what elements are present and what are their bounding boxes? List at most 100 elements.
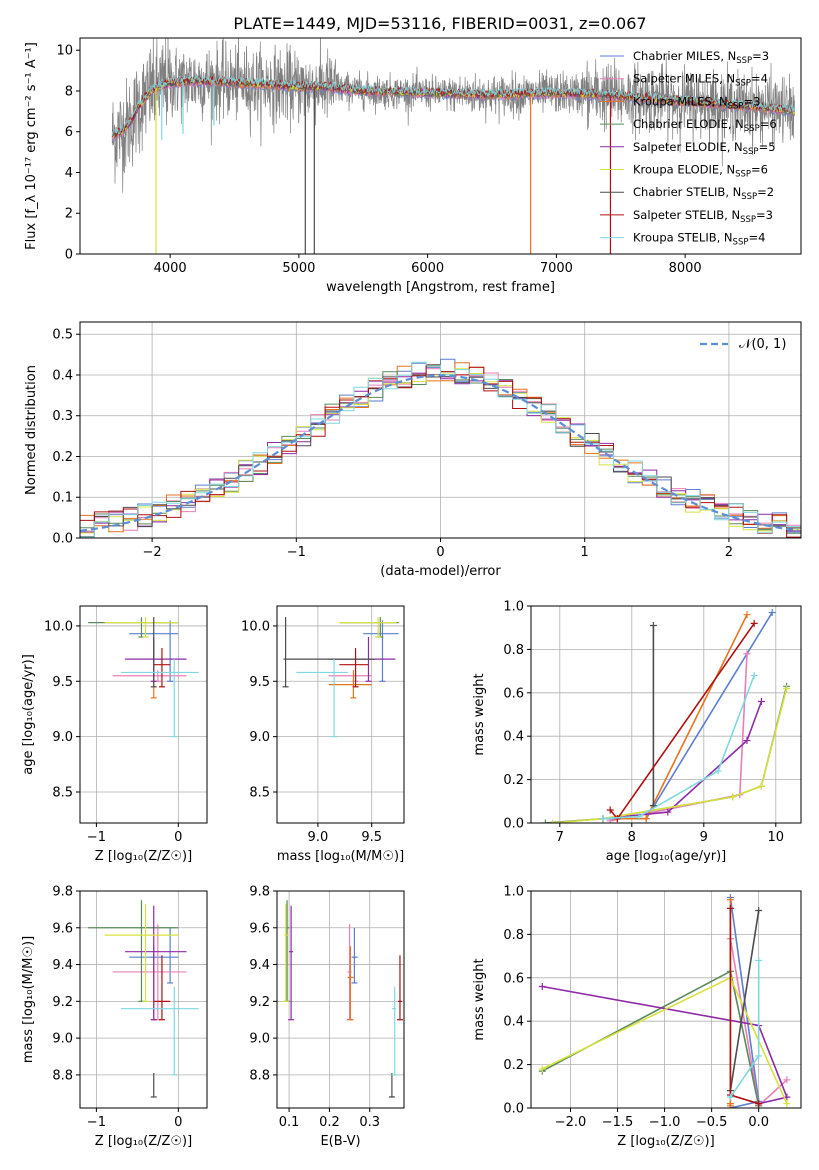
y-tick-label: 2 xyxy=(65,207,73,222)
weight-marker-kroupa_stelib xyxy=(750,671,758,679)
weight-line-salpeter_miles xyxy=(610,653,748,822)
axes-frame xyxy=(276,605,405,824)
y-tick-label: 9.4 xyxy=(249,958,270,973)
x-tick-label: −1 xyxy=(87,830,106,845)
y-tick-label: 0.0 xyxy=(503,1102,524,1117)
y-tick-label: 9.5 xyxy=(249,675,270,690)
legend-label: Chabrier MILES, N xyxy=(633,49,736,63)
y-axis-label: mass weight xyxy=(472,673,487,755)
model-spectrum-kroupa_stelib xyxy=(111,74,795,136)
y-tick-label: 0.4 xyxy=(503,1015,524,1030)
legend-label: Chabrier ELODIE, N xyxy=(633,117,744,131)
legend-suffix: =3 xyxy=(752,49,769,63)
age_weight-plot-area xyxy=(541,609,791,823)
x-axis-label: Z [log₁₀(Z/Z☉)] xyxy=(95,849,192,864)
x-tick-label: 8000 xyxy=(669,261,702,276)
x-tick-label: 7000 xyxy=(540,261,573,276)
y-tick-label: 9.2 xyxy=(249,995,270,1010)
x-tick-label: −1.5 xyxy=(602,1115,634,1130)
legend-suffix: =3 xyxy=(756,208,773,222)
x-tick-label: 10 xyxy=(768,830,785,845)
weight-marker-kroupa_elodie xyxy=(783,684,791,692)
axes-frame xyxy=(79,605,208,824)
y-tick-label: 9.0 xyxy=(249,1032,270,1047)
x-tick-label: 9.5 xyxy=(361,830,382,845)
y-tick-label: 9.0 xyxy=(52,1032,73,1047)
x-tick-label: −2.0 xyxy=(555,1115,587,1130)
legend-label: Kroupa ELODIE, N xyxy=(633,163,735,177)
legend-entry: Salpeter MILES, NSSP=4 xyxy=(633,72,768,89)
weight-marker-kroupa_elodie xyxy=(757,782,765,790)
x-tick-label: −2 xyxy=(143,545,162,560)
y-tick-label: 0.1 xyxy=(52,491,73,506)
legend-sub: SSP xyxy=(744,124,760,134)
legend-suffix: =6 xyxy=(751,163,768,177)
weight-marker-chabrier_elodie xyxy=(541,819,549,823)
y-tick-label: 1.0 xyxy=(503,600,524,615)
z_age-panel: −1 0 8.5 9.0 9.5 10.0 Z [log₁₀(Z/Z☉)] age [log₁… xyxy=(21,605,208,864)
x-axis-label: E(B-V) xyxy=(320,1134,360,1149)
legend-suffix: =2 xyxy=(757,185,774,199)
legend-entry: Chabrier STELIB, NSSP=2 xyxy=(633,185,774,202)
residual-histogram-kroupa_stelib xyxy=(80,361,801,538)
x-tick-label: 0.0 xyxy=(748,1115,769,1130)
weight-line-chabrier_elodie xyxy=(541,970,760,1106)
legend-sub: SSP xyxy=(735,79,751,89)
weight-marker-kroupa_stelib xyxy=(755,956,763,964)
y-tick-label: 6 xyxy=(65,125,73,140)
legend-entry: Kroupa STELIB, NSSP=4 xyxy=(633,231,765,248)
weight-marker-chabrier_miles xyxy=(768,609,776,617)
x-tick-label: 0.2 xyxy=(319,1115,340,1130)
y-axis-label: mass [log₁₀(M/M☉)] xyxy=(21,936,36,1063)
y-tick-label: 9.8 xyxy=(249,885,270,900)
x-tick-label: −1.0 xyxy=(649,1115,681,1130)
spectrum-panel: 4000 5000 6000 7000 8000 0 2 4 6 8 10 wavelength [A… xyxy=(24,37,802,295)
ebv_mass-panel: 0.1 0.2 0.3 8.8 9.0 9.2 9.4 9.6 9.8 E(B-V) xyxy=(249,885,405,1149)
y-axis-label: Normed distribution xyxy=(24,365,39,495)
normal-curve xyxy=(80,374,799,532)
y-tick-label: 9.0 xyxy=(52,730,73,745)
y-tick-label: 4 xyxy=(65,166,73,181)
x-axis-label: mass [log₁₀(M/M☉)] xyxy=(277,849,404,864)
y-axis-label: age [log₁₀(age/yr)] xyxy=(21,654,36,775)
y-tick-label: 0 xyxy=(65,248,73,263)
x-axis-label: age [log₁₀(age/yr)] xyxy=(606,849,727,864)
x-tick-label: 2 xyxy=(725,545,733,560)
x-tick-label: 1 xyxy=(581,545,589,560)
weight-marker-kroupa_stelib xyxy=(714,767,722,775)
legend-suffix: =3 xyxy=(743,94,760,108)
y-tick-label: 0.6 xyxy=(503,971,524,986)
weight-marker-kroupa_stelib xyxy=(635,812,643,820)
axes-frame xyxy=(530,890,802,1109)
legend-label: Salpeter STELIB, N xyxy=(633,208,740,222)
y-tick-label: 1.0 xyxy=(503,885,524,900)
y-tick-label: 0.3 xyxy=(52,409,73,424)
y-tick-label: 0.4 xyxy=(52,368,73,383)
legend-sub: SSP xyxy=(728,101,744,111)
y-tick-label: 10.0 xyxy=(44,619,73,634)
y-tick-label: 0.2 xyxy=(503,773,524,788)
y-tick-label: 8 xyxy=(65,84,73,99)
legend-entry: Chabrier ELODIE, NSSP=6 xyxy=(633,117,777,134)
residual-histogram-chabrier_miles xyxy=(80,358,801,533)
legend-suffix: =6 xyxy=(760,117,777,131)
y-tick-label: 0.4 xyxy=(503,730,524,745)
weight-marker-salpeter_elodie xyxy=(664,808,672,816)
z_mass-panel: −1 0 8.8 9.0 9.2 9.4 9.6 9.8 Z [log₁₀(Z/Z☉)] mass… xyxy=(21,885,208,1149)
residuals-panel: −2 −1 0 1 2 0.0 0.1 0.2 0.3 0.4 0.5 (data-model)/er… xyxy=(24,321,802,579)
x-axis-label: (data-model)/error xyxy=(380,564,501,579)
y-tick-label: 10.0 xyxy=(241,619,270,634)
y-tick-label: 0.6 xyxy=(503,686,524,701)
y-tick-label: 9.5 xyxy=(52,675,73,690)
weight-line-kroupa_miles xyxy=(617,614,748,820)
legend-label: Chabrier STELIB, N xyxy=(633,185,741,199)
legend-entry: Chabrier MILES, NSSP=3 xyxy=(633,49,769,66)
weight-marker-kroupa_miles xyxy=(726,1102,734,1108)
axes-frame xyxy=(79,37,802,255)
legend-suffix: =4 xyxy=(751,72,768,86)
weight-line-chabrier_stelib xyxy=(729,910,760,1091)
y-tick-label: 0.0 xyxy=(52,532,73,547)
weight-marker-chabrier_stelib xyxy=(649,622,657,630)
